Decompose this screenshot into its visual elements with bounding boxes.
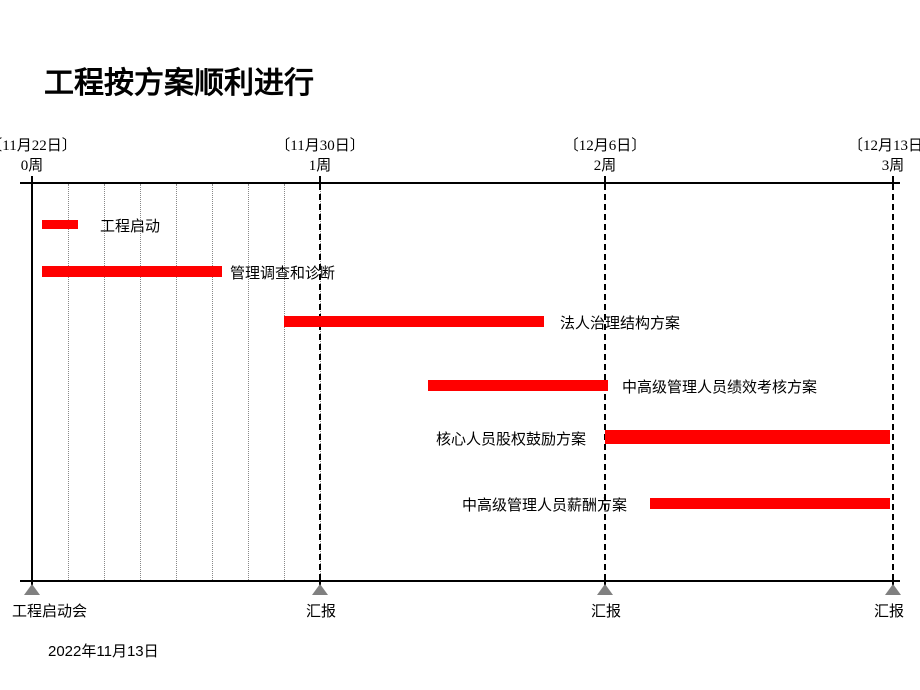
gantt-bar-label: 核心人员股权鼓励方案 <box>436 428 586 449</box>
major-gridline <box>319 184 321 580</box>
major-gridline <box>892 184 894 580</box>
page-title: 工程按方案顺利进行 <box>44 58 314 102</box>
minor-gridline <box>140 184 141 580</box>
milestone-label: 汇报 <box>306 600 336 621</box>
milestone-marker-icon <box>885 584 901 595</box>
gantt-bar-label: 中高级管理人员绩效考核方案 <box>622 376 817 397</box>
axis-tick <box>604 176 606 182</box>
footer-date: 2022年11月13日 <box>48 640 159 661</box>
minor-gridline <box>284 184 285 580</box>
gantt-bar-label: 中高级管理人员薪酬方案 <box>462 494 627 515</box>
minor-gridline <box>68 184 69 580</box>
start-gridline <box>31 184 33 580</box>
gantt-bar <box>605 430 890 444</box>
milestone-marker-icon <box>24 584 40 595</box>
gantt-bar <box>428 380 608 391</box>
week-number-label: 1周 <box>290 154 350 175</box>
gantt-bar-label: 法人治理结构方案 <box>560 312 680 333</box>
minor-gridline <box>212 184 213 580</box>
week-number-label: 3周 <box>863 154 920 175</box>
gantt-bar <box>42 266 222 277</box>
week-date-label: 〔12月6日〕 <box>555 134 655 155</box>
milestone-marker-icon <box>597 584 613 595</box>
gantt-bar-label: 管理调查和诊断 <box>230 262 335 283</box>
axis-top-line <box>20 182 900 184</box>
week-date-label: 〔12月13日〕 <box>843 134 920 155</box>
week-date-label: 〔11月22日〕 <box>0 134 82 155</box>
axis-tick <box>319 176 321 182</box>
minor-gridline <box>104 184 105 580</box>
minor-gridline <box>248 184 249 580</box>
gantt-bar <box>284 316 544 327</box>
gantt-bar <box>42 220 78 229</box>
minor-gridline <box>176 184 177 580</box>
milestone-label: 汇报 <box>874 600 904 621</box>
week-date-label: 〔11月30日〕 <box>270 134 370 155</box>
milestone-marker-icon <box>312 584 328 595</box>
gantt-bar-label: 工程启动 <box>100 215 160 236</box>
milestone-label: 工程启动会 <box>12 600 87 621</box>
gantt-bar <box>650 498 890 509</box>
axis-tick <box>31 176 33 182</box>
week-number-label: 0周 <box>2 154 62 175</box>
week-number-label: 2周 <box>575 154 635 175</box>
axis-tick <box>892 176 894 182</box>
milestone-label: 汇报 <box>591 600 621 621</box>
axis-bottom-line <box>20 580 900 582</box>
